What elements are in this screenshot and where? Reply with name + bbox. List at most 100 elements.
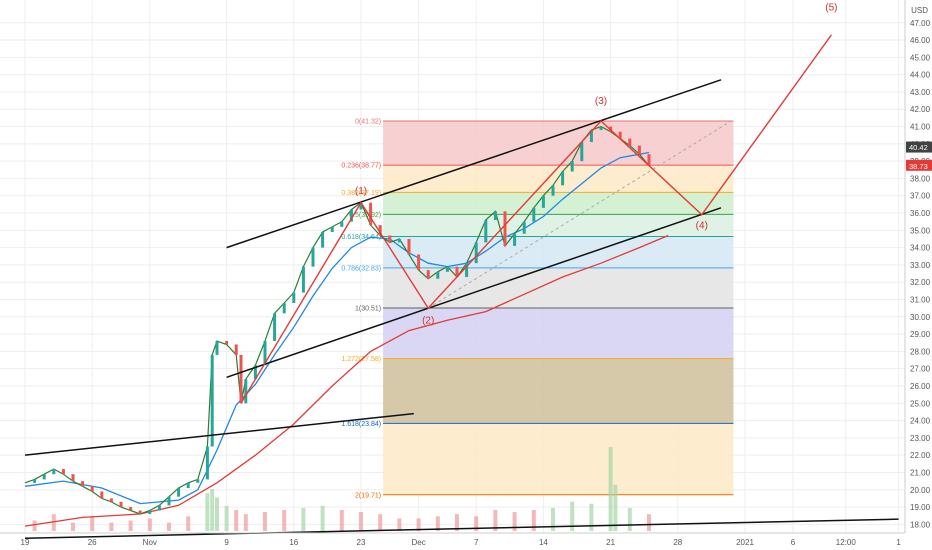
fib-level-label: 0.382(37.19) (341, 190, 381, 197)
fib-zone (383, 267, 734, 308)
candle (263, 341, 267, 366)
price-tick-label: 20.00 (910, 486, 931, 495)
fib-level-label: 0(41.32) (355, 118, 381, 125)
volume-bar (416, 518, 421, 531)
time-tick-label: 28 (673, 538, 682, 547)
wave-label: (1) (355, 186, 367, 197)
volume-bar (128, 520, 133, 531)
volume-bar (493, 510, 498, 531)
wave-label: (5) (825, 3, 837, 14)
price-tick-label: 28.00 (910, 347, 931, 356)
time-tick-label: 19 (21, 538, 30, 547)
moving-average-red (24, 234, 669, 527)
candle (253, 365, 257, 380)
price-tick-label: 21.00 (910, 468, 931, 477)
ma-badge-text: 40.42 (909, 143, 928, 152)
volume-bar (167, 522, 171, 531)
volume-bar (263, 512, 267, 531)
volume-bar (282, 510, 287, 531)
volume-bar (435, 516, 440, 531)
candle (580, 142, 584, 162)
volume-bar (224, 505, 229, 531)
last-price-badge (906, 159, 932, 171)
dashed-projection-line (427, 120, 731, 309)
volume-bar (90, 516, 95, 531)
candle (388, 235, 392, 243)
candle (397, 238, 401, 243)
candle (273, 313, 277, 342)
fib-level-label: 1.618(23.84) (341, 421, 381, 428)
price-tick-label: 42.00 (910, 105, 931, 114)
time-tick-label: 16 (289, 538, 298, 547)
candle (215, 341, 219, 355)
fib-zone (383, 236, 734, 268)
volume-bar (215, 497, 219, 531)
volume-bar (474, 516, 479, 531)
volume-bar (512, 512, 517, 531)
candle (340, 221, 344, 227)
price-tick-label: 37.00 (910, 192, 931, 201)
candle (647, 154, 651, 166)
price-tick-label: 27.00 (910, 365, 931, 374)
candle (301, 266, 305, 293)
candle (637, 145, 641, 155)
candle (426, 270, 430, 279)
price-tick-label: 47.00 (910, 19, 931, 28)
price-series (24, 125, 651, 515)
trendlines[interactable] (24, 79, 899, 539)
time-tick-label: 14 (539, 538, 548, 547)
candle (138, 510, 142, 514)
time-tick-label: 9 (224, 538, 229, 547)
candle (42, 474, 46, 480)
candle (465, 263, 469, 278)
fib-level-label: 0.786(32.83) (341, 265, 381, 272)
candle (292, 292, 296, 303)
time-tick-label: 23 (357, 538, 366, 547)
candle (436, 271, 440, 279)
fib-zone (383, 423, 734, 495)
price-tick-label: 32.00 (910, 278, 931, 287)
price-axis[interactable]: USD 18.00 19.00 20.00 21.00 22.00 23.00 24.00 25… (904, 0, 932, 533)
time-tick-label: 6 (791, 538, 796, 547)
candle (109, 498, 113, 502)
price-tick-label: 30.00 (910, 313, 931, 322)
time-axis[interactable]: 19 26 Nov 9 16 23 Dec 7 14 21 28 2021 6 12:00 1 (0, 532, 905, 547)
price-tick-label: 25.00 (910, 399, 931, 408)
elliott-wave[interactable]: (1) (2) (3) (4) (5) (240, 3, 838, 404)
currency-label: USD (911, 6, 928, 15)
volume-bars (32, 447, 651, 531)
price-tick-label: 26.00 (910, 382, 931, 391)
time-tick-label: 7 (474, 538, 479, 547)
candle (561, 171, 565, 186)
candle (551, 185, 555, 196)
volume-bar (613, 484, 618, 531)
candle (349, 209, 353, 222)
trendline (226, 79, 722, 249)
candle (234, 344, 238, 355)
volume-bar (51, 514, 56, 531)
candle (369, 202, 373, 226)
candle (282, 302, 286, 314)
price-tick-label: 43.00 (910, 88, 931, 97)
volume-bar (234, 510, 239, 531)
volume-bar (455, 514, 459, 531)
candle (618, 131, 622, 139)
fibonacci-retracement[interactable]: 0(41.32) 0.236(38.77) 0.382(37.19) 0.5(35.9… (341, 118, 734, 499)
price-tick-label: 33.00 (910, 261, 931, 270)
candle (570, 161, 574, 172)
volume-bar (109, 522, 114, 531)
volume-bar (551, 507, 555, 531)
candle (599, 126, 603, 130)
candle (196, 479, 200, 483)
volume-bar (147, 518, 152, 531)
candle (33, 479, 37, 483)
volume-bar (570, 501, 575, 531)
time-tick-label: 21 (606, 538, 615, 547)
candle (628, 138, 632, 146)
volume-bar (627, 507, 632, 531)
price-tick-label: 19.00 (910, 503, 931, 512)
volume-bar (243, 514, 248, 531)
fib-level-label: 0.236(38.77) (341, 163, 381, 170)
volume-bar (378, 514, 383, 531)
